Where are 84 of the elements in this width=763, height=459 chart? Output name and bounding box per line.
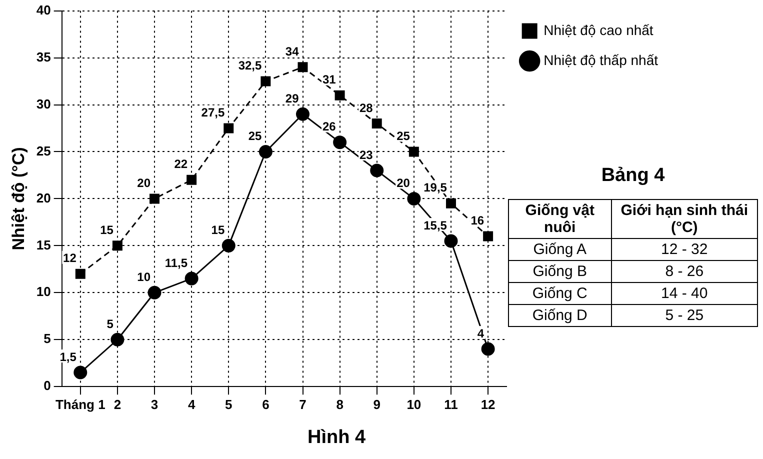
data-label: 20 bbox=[396, 176, 410, 190]
text: Hình 4 bbox=[307, 426, 366, 448]
point bbox=[110, 332, 124, 346]
x-tick-label: 8 bbox=[336, 396, 344, 412]
data-label: 19,5 bbox=[424, 180, 448, 195]
point bbox=[372, 118, 382, 129]
x-tick-label: 5 bbox=[225, 396, 232, 412]
data-label: 27,5 bbox=[201, 106, 225, 120]
data-label: 5 bbox=[106, 316, 114, 331]
data-label: 25 bbox=[396, 129, 410, 144]
x-tick-label: 9 bbox=[373, 396, 380, 412]
point bbox=[150, 194, 160, 204]
x-tick-label: 2 bbox=[114, 396, 122, 412]
point bbox=[222, 238, 236, 252]
point bbox=[75, 268, 86, 279]
x-tick-label: 11 bbox=[444, 396, 458, 412]
data-label: 16 bbox=[470, 214, 484, 228]
data-label: 22 bbox=[174, 157, 188, 172]
point bbox=[298, 62, 308, 72]
point bbox=[407, 192, 421, 206]
x-tick-label: 12 bbox=[480, 396, 496, 412]
data-label: 26 bbox=[322, 120, 336, 134]
data-label: 25 bbox=[248, 129, 262, 144]
data-label: 15 bbox=[100, 222, 114, 237]
text: Giống vật nuôi bbox=[508, 200, 612, 238]
y-tick-label: 30 bbox=[36, 96, 51, 112]
point bbox=[74, 366, 88, 380]
y-tick-label: 40 bbox=[36, 2, 51, 18]
data-label: 29 bbox=[285, 91, 300, 106]
x-tick-label: 10 bbox=[406, 396, 422, 412]
point bbox=[184, 272, 198, 286]
point bbox=[258, 144, 272, 158]
data-label: 28 bbox=[360, 100, 374, 115]
text: 14 - 40 bbox=[611, 282, 758, 304]
text: Giống D bbox=[508, 304, 612, 326]
text: Bảng 4 bbox=[600, 165, 666, 187]
point bbox=[112, 240, 122, 251]
point bbox=[148, 286, 162, 300]
point bbox=[333, 136, 347, 150]
point bbox=[296, 107, 310, 121]
point bbox=[483, 231, 494, 242]
data-label: 1,5 bbox=[60, 350, 77, 364]
data-label: 31 bbox=[322, 72, 336, 87]
data-label: 34 bbox=[285, 44, 300, 58]
point bbox=[370, 164, 384, 178]
y-axis-title: Nhiệt độ (°C) bbox=[8, 147, 28, 250]
point bbox=[224, 123, 234, 134]
x-tick-label: 6 bbox=[262, 396, 270, 412]
data-label: 15 bbox=[211, 222, 225, 237]
data-label: 23 bbox=[360, 148, 374, 162]
data-label: 12 bbox=[63, 251, 77, 266]
text: Giống A bbox=[508, 238, 612, 260]
x-tick-label: 4 bbox=[188, 396, 196, 412]
y-tick-label: 25 bbox=[36, 143, 51, 158]
text: 12 - 32 bbox=[611, 238, 758, 260]
y-tick-label: 0 bbox=[44, 378, 51, 394]
x-tick-label: 3 bbox=[150, 396, 158, 412]
x-tick-label: 7 bbox=[299, 396, 306, 412]
point bbox=[334, 90, 345, 100]
y-tick-label: 20 bbox=[36, 190, 51, 206]
text: Giống B bbox=[508, 260, 612, 282]
text: 5 - 25 bbox=[611, 304, 758, 326]
point bbox=[408, 146, 419, 157]
data-label: 11,5 bbox=[164, 256, 188, 270]
point bbox=[446, 198, 456, 208]
point bbox=[260, 76, 271, 86]
data-label: 10 bbox=[137, 270, 151, 284]
point bbox=[481, 342, 495, 356]
text: Giống C bbox=[508, 282, 612, 304]
data-label: 32,5 bbox=[238, 58, 262, 73]
x-tick-label: Tháng 1 bbox=[55, 396, 106, 412]
text: 8 - 26 bbox=[611, 260, 758, 282]
point bbox=[444, 234, 458, 248]
y-tick-label: 35 bbox=[36, 49, 51, 64]
y-tick-label: 10 bbox=[36, 284, 51, 300]
data-label: 15,5 bbox=[424, 218, 448, 232]
legend-label: Nhiệt độ cao nhất bbox=[544, 22, 654, 38]
point bbox=[186, 174, 197, 185]
legend-label: Nhiệt độ thấp nhất bbox=[544, 52, 658, 68]
data-label: 4 bbox=[477, 326, 484, 340]
data-label: 20 bbox=[137, 176, 151, 190]
y-tick-label: 15 bbox=[36, 237, 51, 252]
text: Giới hạn sinh thái (°C) bbox=[611, 200, 758, 238]
y-tick-label: 5 bbox=[44, 331, 51, 346]
